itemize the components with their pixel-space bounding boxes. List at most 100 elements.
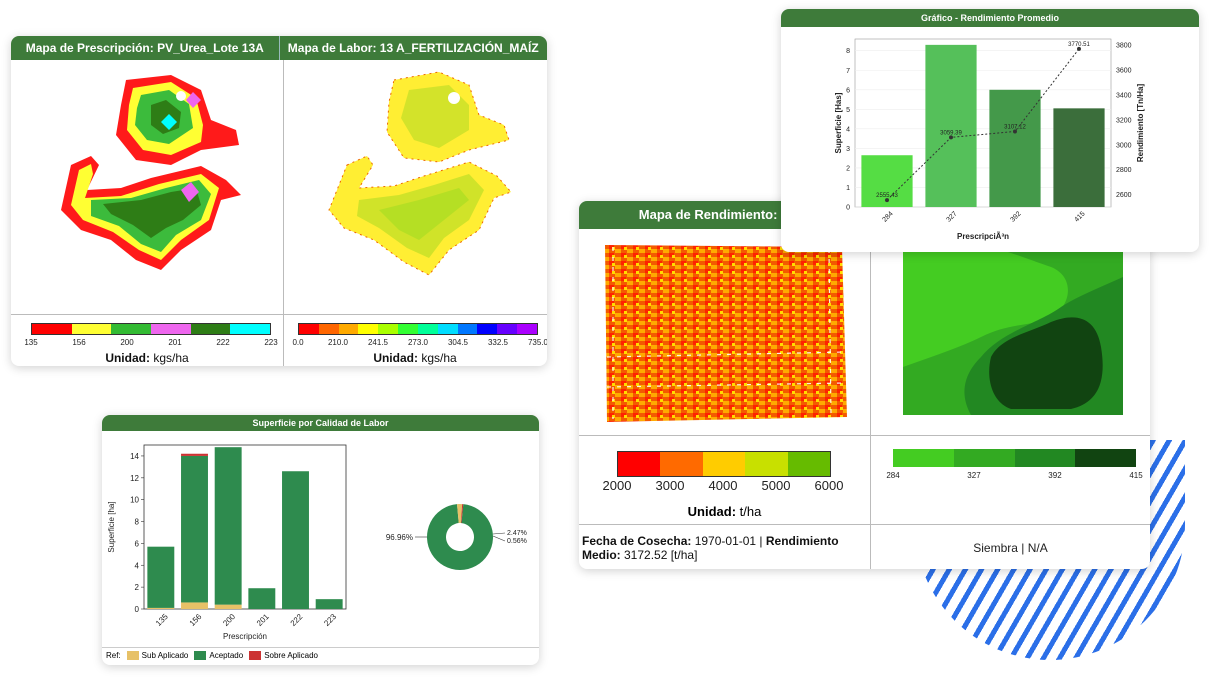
x-tick-label: 284	[881, 210, 894, 223]
legend-swatch	[457, 324, 478, 334]
y2-tick-label: 3200	[1116, 117, 1132, 124]
legend-tick: 392	[1048, 471, 1062, 480]
prescription-ticks: 135 156 200 201 222 223	[24, 338, 277, 348]
harvest-info: Fecha de Cosecha: 1970-01-01 | Rendimien…	[582, 534, 839, 562]
bar-segment	[248, 588, 276, 609]
legend-tick: 304.5	[447, 338, 468, 347]
legend-swatch	[1075, 449, 1136, 467]
quality-bar-chart: 0 2 4 6 8 10 12 14 135 156 200 201 222 223 Prescripció…	[107, 444, 347, 641]
legend-swatch	[194, 651, 207, 660]
legend-swatch	[477, 324, 498, 334]
point-label: 3107.12	[1004, 124, 1026, 130]
pie-label-sub: 2.47%	[507, 530, 527, 537]
legend-label: Sub Aplicado	[141, 651, 189, 660]
yield-map[interactable]	[597, 237, 853, 427]
legend-swatch	[249, 651, 262, 660]
legend-tick: 3000	[655, 478, 685, 493]
y2-tick-label: 3400	[1116, 93, 1132, 100]
legend-tick: 201	[168, 338, 182, 347]
legend-swatch	[702, 452, 746, 476]
plot-frame	[143, 444, 347, 610]
rendimiento-point	[1013, 129, 1017, 134]
quality-card: Superficie por Calidad de Labor 0 2 4 6 8 10 1…	[102, 415, 539, 665]
y-tick-label: 2	[846, 165, 850, 172]
legend-swatch	[378, 324, 399, 334]
quality-donut-chart: 96.96% 2.47%0.56%	[386, 504, 527, 570]
legend-swatch	[660, 452, 703, 476]
y2-tick-label: 3000	[1116, 142, 1132, 149]
y-tick-label: 8	[135, 518, 140, 527]
prescription-title: Mapa de Prescripción: PV_Urea_Lote 13A	[11, 36, 280, 60]
x-axis-label: Prescripción	[223, 632, 267, 641]
rend-hdivider-1	[579, 435, 1150, 436]
legend-swatch	[111, 324, 152, 334]
x-axis-label: PrescripciÃ³n	[957, 232, 1009, 241]
y2-tick-label: 3800	[1116, 43, 1132, 50]
labor-color-bar	[298, 323, 538, 335]
legend-tick: 2000	[602, 478, 632, 493]
legend-swatch	[517, 324, 537, 334]
legend-tick: 223	[264, 338, 278, 347]
rendimiento-line	[886, 48, 1080, 201]
legend-swatch	[953, 449, 1015, 467]
legend-swatch	[299, 324, 319, 334]
legend-tick: 284	[886, 471, 900, 480]
rendimiento-title: Mapa de Rendimiento: L1-S	[638, 207, 810, 222]
donut-slice	[427, 504, 493, 570]
x-tick-label: 222	[289, 612, 305, 628]
rendimiento-point	[885, 198, 889, 203]
legend-tick: 735.0	[527, 338, 547, 347]
ref-label: Ref:	[106, 651, 121, 660]
legend-tick: 4000	[708, 478, 738, 493]
bar	[989, 89, 1041, 207]
legend-swatch	[893, 449, 954, 467]
rend-hdivider-2	[579, 524, 1150, 525]
legend-tick: 415	[1129, 471, 1143, 480]
maps-card: Mapa de Prescripción: PV_Urea_Lote 13A M…	[11, 36, 547, 366]
legend-swatch	[32, 324, 72, 334]
labor-title: Mapa de Labor: 13 A_FERTILIZACIÓN_MAÍZ	[287, 41, 539, 55]
donut-slice	[460, 504, 464, 524]
maps-header: Mapa de Prescripción: PV_Urea_Lote 13A M…	[11, 36, 547, 60]
bar-segment	[214, 604, 242, 609]
y-tick-label: 4	[135, 561, 140, 570]
y2-axis-label: Rendimiento [Tn/Ha]	[1136, 84, 1145, 163]
legend-swatch	[398, 324, 418, 334]
y-tick-label: 14	[130, 452, 139, 461]
quality-legend-divider	[102, 647, 539, 648]
legend-swatch	[1014, 449, 1076, 467]
grafico-card: Gráfico - Rendimiento Promedio 0 1 2 3 4 5 6 7 8…	[781, 9, 1199, 252]
labor-unit: Unidad: kgs/ha	[373, 351, 457, 365]
y-tick-label: 3	[846, 146, 850, 153]
y-tick-label: 7	[846, 68, 850, 75]
legend-tick: 0.0	[292, 338, 304, 347]
bar-segment	[147, 546, 175, 608]
bar-segment	[181, 455, 208, 603]
x-tick-label: 156	[188, 612, 204, 628]
prescription-map[interactable]	[51, 70, 251, 280]
legend-label: Aceptado	[209, 651, 244, 660]
legend-swatch	[358, 324, 379, 334]
siembra-label: Siembra | N/A	[973, 541, 1048, 555]
bar-segment	[181, 453, 208, 456]
labor-map[interactable]	[319, 70, 519, 285]
x-tick-label: 201	[255, 612, 271, 628]
legend-swatch	[151, 324, 191, 334]
rendimiento-point	[949, 135, 953, 140]
y2-tick-label: 2600	[1116, 192, 1132, 199]
legend-swatch	[230, 324, 271, 334]
prescription-green-map[interactable]	[901, 237, 1126, 417]
bar-segment	[315, 599, 343, 609]
x-tick-label: 200	[221, 612, 237, 628]
legend-tick: 241.5	[367, 338, 388, 347]
pie-leader	[492, 532, 506, 535]
labor-legend	[298, 323, 538, 335]
legend-tick: 135	[24, 338, 38, 347]
x-tick-label: 415	[1073, 210, 1086, 223]
legend-swatch	[318, 324, 339, 334]
legend-label: Sobre Aplicado	[264, 651, 319, 660]
legend-tick: 156	[72, 338, 86, 347]
legend-tick: 332.5	[487, 338, 509, 347]
point-label: 3059.39	[940, 130, 962, 136]
legend-swatch	[71, 324, 112, 334]
